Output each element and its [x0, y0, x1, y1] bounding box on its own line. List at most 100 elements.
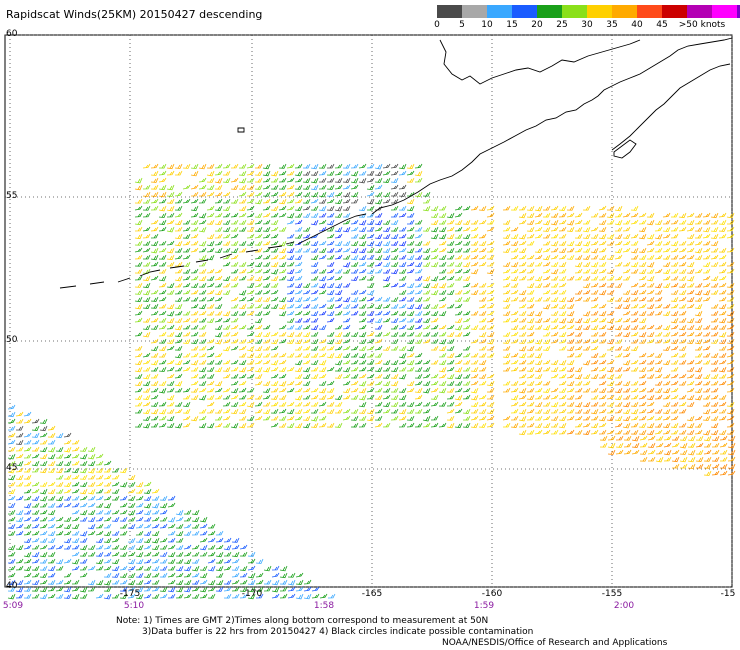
wind-barb — [87, 523, 96, 530]
wind-barb — [310, 219, 319, 226]
note-line-1: Note: 1) Times are GMT 2)Times along bot… — [116, 616, 489, 626]
wind-barb — [278, 240, 287, 247]
wind-barb — [710, 352, 719, 358]
wind-barb — [15, 586, 24, 593]
wind-barb — [366, 394, 375, 400]
wind-barb — [518, 289, 527, 296]
wind-barb — [230, 247, 239, 254]
wind-barb — [79, 460, 88, 466]
wind-barb — [478, 380, 487, 386]
wind-barb — [278, 422, 287, 428]
wind-barb — [167, 516, 176, 523]
wind-barb — [382, 275, 391, 282]
wind-barb — [462, 240, 471, 246]
wind-barb — [382, 261, 391, 268]
legend-label: 30 — [581, 20, 593, 30]
wind-barb — [622, 394, 631, 400]
wind-barb — [287, 579, 296, 586]
wind-barb — [246, 394, 255, 400]
wind-barb — [254, 310, 263, 316]
wind-barb — [638, 422, 647, 428]
wind-barb — [174, 170, 183, 176]
wind-barb — [199, 544, 208, 551]
wind-barb — [95, 502, 104, 508]
wind-barb — [150, 303, 159, 309]
wind-barb — [271, 586, 280, 593]
wind-barb — [390, 366, 399, 373]
wind-barb — [214, 324, 223, 330]
wind-barb — [190, 247, 199, 253]
wind-barb — [230, 268, 239, 274]
wind-barb — [71, 460, 80, 466]
wind-barb — [71, 586, 80, 592]
wind-barb — [87, 544, 96, 550]
wind-barb — [271, 572, 280, 578]
wind-barb — [406, 198, 415, 205]
wind-barb — [390, 394, 399, 400]
wind-barb — [366, 317, 375, 323]
wind-barb — [79, 593, 88, 599]
wind-barb — [167, 579, 176, 585]
wind-barb — [590, 331, 599, 337]
wind-barb — [550, 233, 559, 239]
wind-barb — [279, 572, 288, 579]
wind-barb — [71, 439, 80, 445]
wind-barb — [23, 593, 32, 599]
wind-barb — [142, 240, 151, 246]
wind-barb — [174, 163, 183, 169]
wind-barb — [510, 380, 519, 386]
wind-barb — [574, 352, 583, 358]
wind-barb — [167, 593, 176, 599]
wind-barb — [87, 460, 96, 467]
wind-barb — [95, 558, 104, 565]
wind-barb — [342, 268, 351, 274]
wind-barb — [190, 289, 199, 295]
wind-barb — [142, 261, 151, 267]
wind-barb — [726, 429, 735, 435]
wind-barb — [158, 296, 167, 302]
wind-barb — [127, 488, 136, 494]
wind-barb — [654, 359, 663, 365]
wind-barb — [87, 551, 96, 557]
wind-barb — [566, 303, 575, 309]
wind-barb — [718, 310, 727, 316]
wind-barb — [726, 261, 735, 267]
wind-barb — [566, 226, 575, 232]
wind-barb — [318, 422, 327, 428]
wind-barb — [158, 352, 167, 358]
wind-barb — [182, 226, 191, 232]
wind-barb — [518, 352, 527, 359]
wind-barb — [270, 394, 279, 400]
wind-barb — [574, 233, 583, 239]
wind-barb — [374, 422, 383, 428]
wind-barb — [166, 184, 175, 191]
wind-barb — [406, 282, 415, 289]
wind-barb — [342, 331, 351, 337]
wind-barb — [630, 268, 639, 274]
wind-barb — [230, 387, 239, 394]
wind-barb — [166, 289, 175, 295]
wind-barb — [662, 268, 671, 274]
wind-barb — [390, 170, 399, 176]
wind-barb — [191, 572, 200, 578]
wind-barb — [182, 422, 191, 428]
wind-barb — [550, 254, 559, 260]
wind-barb — [206, 366, 215, 372]
wind-barb — [174, 373, 183, 379]
wind-barb — [15, 544, 24, 550]
wind-barb — [167, 530, 176, 536]
wind-barb — [639, 456, 648, 462]
wind-barb — [358, 205, 367, 212]
wind-barb — [398, 205, 407, 211]
wind-barb — [702, 394, 711, 400]
wind-barb — [255, 579, 264, 585]
wind-barb — [278, 205, 287, 211]
wind-barb — [622, 317, 631, 323]
wind-barb — [142, 380, 151, 387]
wind-barb — [654, 415, 663, 421]
wind-barb — [350, 219, 359, 225]
wind-barb — [342, 380, 351, 386]
wind-barb — [7, 460, 16, 467]
wind-barb — [230, 219, 239, 225]
wind-barb — [342, 261, 351, 268]
